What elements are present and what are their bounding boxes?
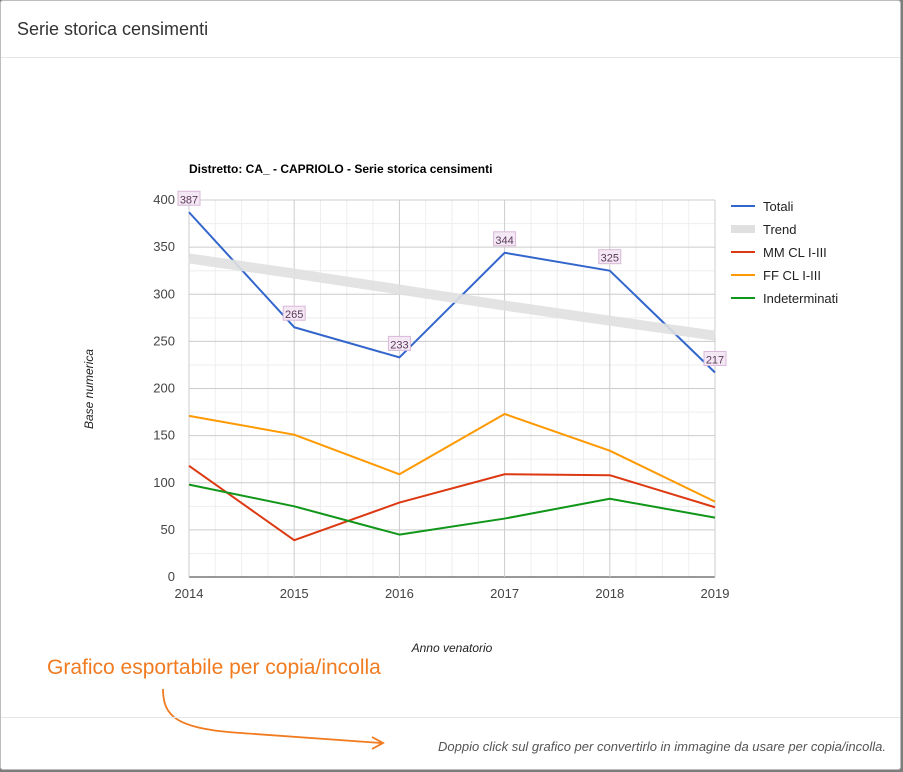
legend-label: MM CL I-III xyxy=(763,245,827,260)
x-axis-title: Anno venatorio xyxy=(411,641,493,655)
export-annotation: Grafico esportabile per copia/incolla xyxy=(47,656,381,679)
x-tick-label: 2014 xyxy=(175,586,204,601)
x-tick-label: 2015 xyxy=(280,586,309,601)
dialog-header: Serie storica censimenti xyxy=(1,1,900,58)
data-label-box xyxy=(282,305,306,321)
y-tick-label: 0 xyxy=(168,569,175,584)
chart-title: Distretto: CA_ - CAPRIOLO - Serie storic… xyxy=(189,162,492,176)
dialog-title: Serie storica censimenti xyxy=(17,19,209,39)
y-tick-label: 150 xyxy=(153,428,175,443)
x-tick-label: 2019 xyxy=(701,586,730,601)
data-label: 233 xyxy=(390,339,408,351)
y-tick-label: 100 xyxy=(153,475,175,490)
legend-label: Totali xyxy=(763,199,793,214)
x-tick-label: 2018 xyxy=(595,586,624,601)
data-label-box xyxy=(387,335,411,351)
data-label: 325 xyxy=(601,253,619,265)
x-tick-label: 2016 xyxy=(385,586,414,601)
series-line-mm-cl-i-iii xyxy=(188,464,716,542)
y-axis-title: Base numerica xyxy=(82,349,96,429)
series-line-trend xyxy=(188,253,716,341)
data-label: 387 xyxy=(180,194,198,206)
historical-census-chart[interactable]: 0 50 100 150 200 250 300 350 400 2014 2015 2016 2017… xyxy=(1,1,901,717)
y-tick-label: 400 xyxy=(153,192,175,207)
series-line-ff-cl-i-iii xyxy=(188,412,716,503)
footer-note: Doppio click sul grafico per convertirlo… xyxy=(438,739,886,754)
legend-label: Indeterminati xyxy=(763,291,838,306)
x-tick-label: 2017 xyxy=(490,586,519,601)
y-tick-label: 350 xyxy=(153,239,175,254)
data-label: 265 xyxy=(285,309,303,321)
data-label: 217 xyxy=(706,354,724,366)
y-tick-label: 250 xyxy=(153,333,175,348)
y-tick-label: 200 xyxy=(153,381,175,396)
series-line-indeterminati xyxy=(188,483,716,536)
series-line-totali xyxy=(188,211,716,374)
data-label-box xyxy=(493,231,517,247)
data-label: 344 xyxy=(495,235,513,247)
legend-label: FF CL I-III xyxy=(763,268,821,283)
data-label-box xyxy=(703,350,727,366)
dialog-footer: Doppio click sul grafico per convertirlo… xyxy=(1,717,900,769)
legend-label: Trend xyxy=(763,222,796,237)
data-label-box xyxy=(598,249,622,265)
y-tick-label: 50 xyxy=(161,522,175,537)
y-tick-label: 300 xyxy=(153,286,175,301)
data-label-box xyxy=(177,190,201,206)
